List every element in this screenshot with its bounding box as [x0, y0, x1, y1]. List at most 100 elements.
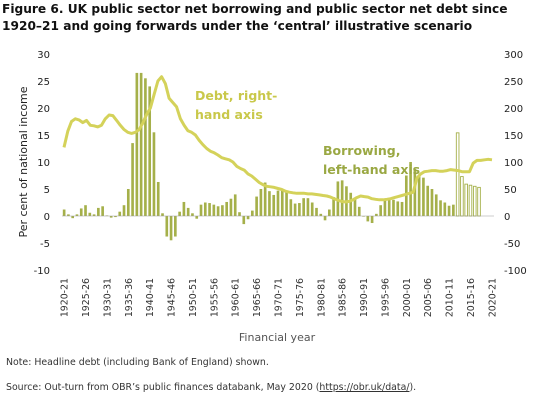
y-axis-title: Per cent of national income — [17, 86, 30, 237]
x-tick-label: 1925-26 — [81, 278, 92, 317]
x-axis-title: Financial year — [239, 331, 316, 344]
borrowing-bar — [208, 203, 211, 216]
borrowing-bar — [285, 192, 288, 216]
borrowing-bar — [212, 204, 216, 216]
borrowing-bar — [251, 210, 254, 216]
borrowing-bar — [118, 211, 122, 216]
projection-bar — [464, 183, 468, 217]
borrowing-bar — [366, 216, 370, 222]
borrowing-bar — [289, 199, 293, 216]
borrowing-bar — [169, 216, 173, 241]
borrowing-bar — [242, 216, 246, 225]
x-tick-label: 1950-51 — [188, 278, 199, 317]
x-tick-label: 2000-01 — [402, 278, 413, 317]
left-tick-label: 0 — [44, 212, 50, 223]
borrowing-bar — [293, 203, 297, 216]
x-tick-label: 1955-56 — [209, 278, 220, 317]
right-tick-label: 100 — [504, 158, 523, 169]
borrowing-bar — [109, 216, 113, 218]
right-tick-label: -50 — [504, 239, 520, 250]
borrowing-bar — [84, 205, 87, 216]
borrowing-bar — [426, 185, 430, 216]
x-tick-label: 2020-21 — [487, 278, 498, 317]
borrowing-bar — [135, 72, 139, 217]
borrowing-bar — [439, 200, 442, 216]
x-tick-label: 1960-61 — [231, 278, 242, 317]
left-axis-ticks: -10 -5 0 5 10 15 20 25 30 — [34, 50, 50, 277]
borrowing-bar — [280, 189, 284, 216]
borrowing-bar — [349, 192, 353, 216]
borrowing-bar — [139, 72, 143, 217]
borrowing-bar — [259, 189, 263, 216]
x-tick-label: 2005-06 — [423, 278, 434, 317]
source-link[interactable]: https://obr.uk/data/ — [319, 382, 410, 393]
borrowing-bar — [383, 200, 387, 216]
borrowing-bar — [340, 180, 344, 216]
borrowing-bar — [225, 201, 228, 216]
source-prefix: Source: Out-turn from OBR’s public finan… — [6, 382, 320, 393]
borrowing-bar — [67, 214, 70, 216]
borrowing-bar — [396, 201, 400, 216]
borrowing-bar — [452, 204, 455, 216]
x-tick-label: 1970-71 — [274, 278, 285, 317]
x-tick-label: 1980-81 — [316, 278, 327, 317]
projection-bar — [477, 186, 481, 217]
borrowing-bar — [413, 169, 417, 216]
right-axis-ticks: -100 -50 0 50 100 150 200 250 300 — [504, 50, 527, 277]
left-tick-label: 5 — [44, 185, 50, 196]
right-tick-label: 0 — [504, 212, 510, 223]
projection-bar — [468, 184, 473, 217]
borrowing-bar — [101, 206, 104, 216]
x-tick-label: 1940-41 — [145, 278, 156, 317]
left-tick-label: 25 — [37, 77, 50, 88]
borrowing-bar — [353, 197, 357, 216]
borrowing-bar — [199, 204, 203, 216]
borrowing-bar — [88, 212, 92, 216]
borrowing-bar — [268, 191, 271, 216]
borrowing-bar — [221, 205, 224, 216]
x-tick-label: 2015-16 — [466, 278, 477, 317]
projection-bars — [455, 132, 481, 217]
debt-line — [62, 75, 493, 204]
borrowing-bar — [165, 216, 169, 237]
source-suffix: ). — [409, 382, 417, 393]
left-tick-label: 20 — [37, 104, 50, 115]
left-tick-label: 10 — [37, 158, 50, 169]
projection-bar — [455, 132, 460, 217]
chart-title: Figure 6. UK public sector net borrowing… — [2, 2, 508, 33]
borrowing-bar — [272, 194, 276, 216]
borrowing-bar — [203, 202, 207, 216]
debt-annotation: Debt, right-hand axis — [195, 88, 277, 122]
borrowing-bar — [276, 190, 280, 216]
borrowing-bar — [357, 206, 361, 216]
right-tick-label: 50 — [504, 185, 517, 196]
borrowing-bar — [255, 196, 258, 216]
borrowing-annotation: Borrowing, left-hand axis — [323, 143, 420, 177]
borrowing-bar — [233, 194, 237, 216]
borrowing-bar — [216, 206, 220, 216]
borrowing-bar — [161, 213, 164, 216]
right-tick-label: 250 — [504, 77, 523, 88]
x-tick-label: 1975-76 — [295, 278, 306, 317]
projection-bar — [472, 185, 477, 217]
borrowing-bar — [400, 201, 404, 216]
borrowing-bar — [319, 213, 323, 216]
borrowing-bar — [443, 202, 447, 216]
annotations: Debt, right-hand axis Borrowing, left-hand… — [195, 88, 420, 177]
borrowing-bar — [430, 189, 434, 216]
borrowing-bar — [375, 213, 378, 216]
borrowing-bar — [131, 143, 134, 216]
borrowing-bar — [306, 198, 310, 216]
borrowing-bar — [144, 78, 147, 216]
borrowing-bar — [387, 199, 391, 216]
borrowing-bar — [178, 211, 181, 216]
left-tick-label: 30 — [37, 50, 50, 61]
borrowing-bar — [62, 209, 66, 216]
right-tick-label: 150 — [504, 131, 523, 142]
borrowing-bar — [174, 216, 177, 237]
borrowing-bar — [229, 198, 233, 216]
borrowing-bar — [186, 207, 190, 216]
projection-bar — [460, 176, 464, 217]
borrowing-bar — [122, 205, 126, 216]
